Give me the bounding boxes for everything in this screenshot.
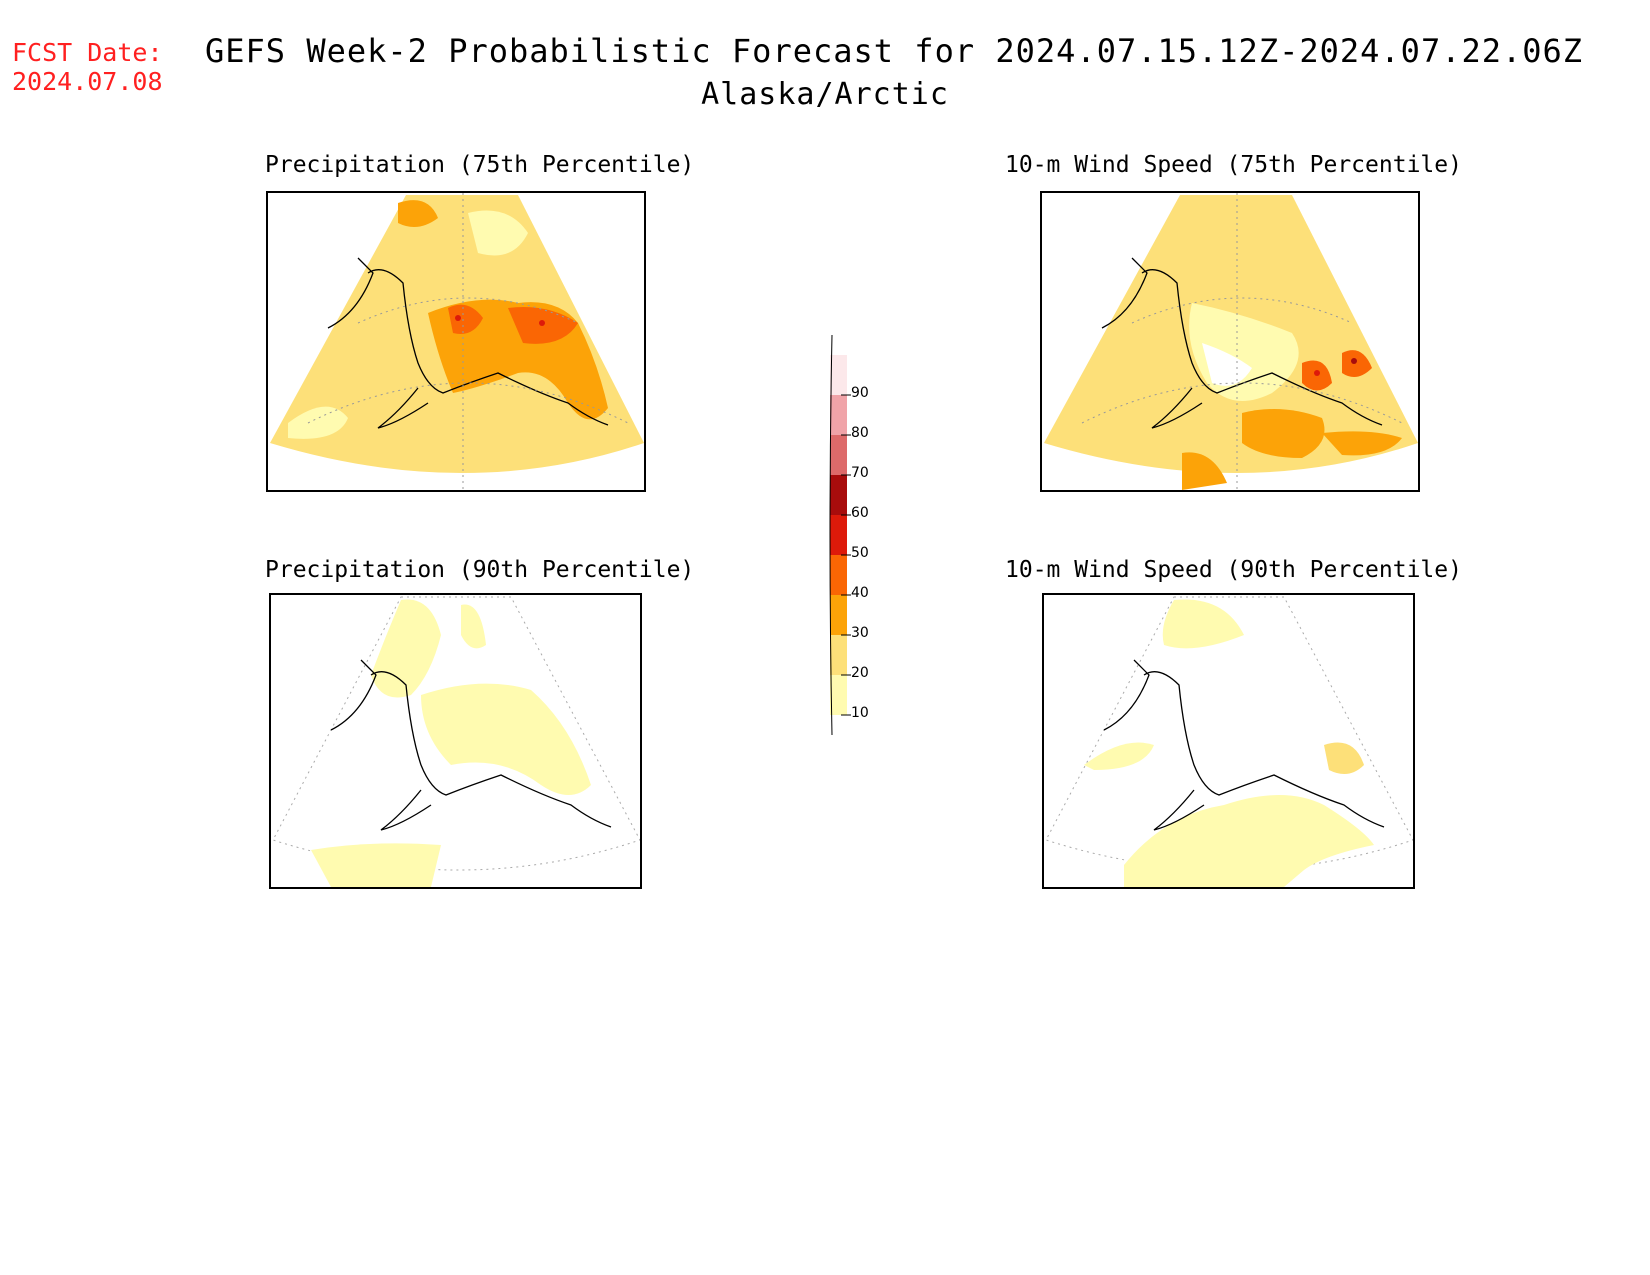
probability-field-below-10 — [1202, 343, 1252, 386]
projection-outline — [1045, 596, 1413, 871]
alaska-coastline — [1143, 671, 1385, 828]
colorbar-label: 50 — [851, 545, 869, 561]
colorbar-label: 30 — [851, 625, 869, 641]
graticule — [307, 193, 629, 490]
panel-title-wind-75: 10-m Wind Speed (75th Percentile) — [1005, 152, 1462, 178]
map-panel-precip-90 — [269, 593, 642, 889]
probability-max-60-70 — [1351, 358, 1357, 364]
colorbar-swatch — [830, 475, 847, 515]
panel-title-precip-90: Precipitation (90th Percentile) — [265, 557, 695, 583]
probability-colorbar: 90 80 70 60 50 40 30 20 10 — [815, 334, 885, 736]
colorbar-label: 20 — [851, 665, 869, 681]
colorbar-label: 60 — [851, 505, 869, 521]
probability-field-10-20 — [288, 406, 348, 439]
wind-90-map — [1045, 596, 1413, 887]
panel-title-wind-90: 10-m Wind Speed (90th Percentile) — [1005, 557, 1462, 583]
precip-75-map — [270, 193, 644, 490]
precip-90-map — [272, 596, 640, 887]
graticule — [1081, 193, 1403, 490]
colorbar-label: 70 — [851, 465, 869, 481]
probability-field-40-50 — [448, 304, 483, 334]
colorbar-swatch — [830, 355, 847, 395]
map-panel-precip-75 — [266, 191, 646, 492]
probability-field-20-30 — [1324, 742, 1364, 774]
colorbar-label: 80 — [851, 425, 869, 441]
probability-max-50-60 — [1314, 370, 1320, 376]
siberia-coastline — [330, 659, 377, 731]
forecast-date-value: 2024.07.08 — [12, 67, 163, 96]
probability-field-30-40 — [1242, 409, 1325, 458]
colorbar-swatch — [830, 635, 847, 675]
colorbar-swatch — [830, 435, 847, 475]
forecast-date-label: FCST Date: 2024.07.08 — [12, 38, 163, 96]
alaska-peninsula — [1151, 387, 1203, 429]
probability-field-30-40 — [1182, 452, 1227, 490]
probability-field-10-20 — [1124, 795, 1374, 887]
map-panel-wind-75 — [1040, 191, 1420, 492]
colorbar-swatch — [830, 515, 847, 555]
colorbar-label: 90 — [851, 385, 869, 401]
siberia-coastline — [327, 257, 374, 329]
alaska-peninsula — [377, 387, 429, 429]
probability-field-10-20 — [1162, 599, 1244, 649]
alaska-coastline — [367, 269, 609, 426]
map-panel-wind-90 — [1042, 593, 1415, 889]
probability-field-10-20 — [461, 604, 486, 649]
colorbar-swatch — [830, 675, 847, 715]
wind-75-map — [1044, 193, 1418, 490]
probability-max-50-60 — [539, 320, 545, 326]
colorbar-swatch — [830, 395, 847, 435]
probability-field-10-20 — [1084, 742, 1154, 770]
forecast-date-caption: FCST Date: — [12, 38, 163, 67]
siberia-coastline — [1101, 257, 1148, 329]
colorbar-label: 10 — [851, 705, 869, 721]
probability-field-10-20 — [311, 843, 441, 887]
figure-title-main: GEFS Week-2 Probabilistic Forecast for 2… — [205, 32, 1584, 70]
figure-title-region: Alaska/Arctic — [701, 77, 949, 112]
panel-title-precip-75: Precipitation (75th Percentile) — [265, 152, 695, 178]
alaska-peninsula — [1153, 789, 1205, 831]
alaska-coastline — [1141, 269, 1383, 426]
probability-field-30-40 — [1322, 431, 1402, 456]
colorbar-swatch — [830, 555, 847, 595]
probability-field-30-40 — [398, 200, 438, 227]
probability-field-10-20 — [468, 210, 528, 256]
siberia-coastline — [1103, 659, 1150, 731]
alaska-peninsula — [380, 789, 432, 831]
colorbar-graphic — [829, 334, 851, 736]
colorbar-edge — [829, 334, 833, 736]
alaska-coastline — [370, 671, 612, 828]
probability-max-50-60 — [455, 315, 461, 321]
colorbar-label: 40 — [851, 585, 869, 601]
colorbar-swatch — [830, 595, 847, 635]
probability-field-40-50 — [1342, 350, 1372, 377]
probability-field-10-20 — [421, 683, 591, 795]
